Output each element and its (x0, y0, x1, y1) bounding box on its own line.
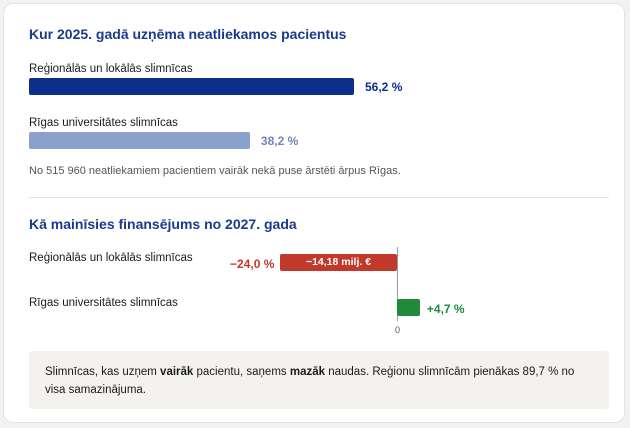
s1-row2-bar (29, 132, 250, 149)
section-divider (29, 197, 609, 198)
summary-box: Slimnīcas, kas uzņem vairāk pacientu, sa… (29, 351, 609, 409)
s1-row1-value: 56,2 % (365, 80, 403, 94)
section2-title: Kā mainīsies finansējums no 2027. gada (29, 216, 297, 232)
s2-row1-value: −24,0 % (230, 257, 275, 271)
summary-bold-less: mazāk (289, 366, 326, 378)
s2-row1-label: Reģionālās un lokālās slimnīcas (29, 252, 193, 264)
s2-row2-label: Rīgas universitātes slimnīcas (29, 297, 178, 309)
s2-row2-bar (397, 299, 420, 316)
infographic-card: Kur 2025. gadā uzņēma neatliekamos pacie… (3, 3, 625, 423)
s2-row2-value: +4,7 % (426, 302, 465, 316)
zero-axis (397, 247, 398, 321)
s1-row1-label: Reģionālās un lokālās slimnīcas (29, 63, 193, 75)
zero-tick-label: 0 (395, 325, 401, 335)
s1-note: No 515 960 neatliekamiem pacientiem vair… (29, 165, 401, 177)
s2-row1-bar: −14,18 milj. € (280, 254, 397, 271)
summary-text-1: Slimnīcas, kas uzņem (45, 366, 161, 378)
s1-row2-value: 38,2 % (260, 134, 299, 148)
s2-row1-bar-label: −14,18 milj. € (305, 256, 372, 268)
s1-row2-label: Rīgas universitātes slimnīcas (29, 117, 178, 129)
summary-bold-more: vairāk (160, 366, 194, 378)
s1-row1-bar (29, 78, 354, 95)
summary-text-3: naudas. Reģionu slimnīcām pienākas 89,7 … (45, 366, 575, 396)
section1-title: Kur 2025. gadā uzņēma neatliekamos pacie… (29, 26, 347, 42)
summary-text-2: pacientu, saņems (193, 366, 290, 378)
